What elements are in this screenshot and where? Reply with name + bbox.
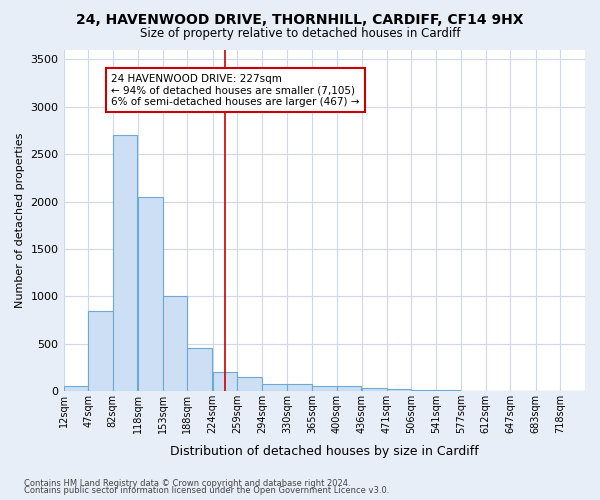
Text: Size of property relative to detached houses in Cardiff: Size of property relative to detached ho… [140,28,460,40]
Bar [163,296,187,391]
Text: Contains HM Land Registry data © Crown copyright and database right 2024.: Contains HM Land Registry data © Crown c… [24,478,350,488]
Bar [88,310,113,391]
X-axis label: Distribution of detached houses by size in Cardiff: Distribution of detached houses by size … [170,444,479,458]
Text: Contains public sector information licensed under the Open Government Licence v3: Contains public sector information licen… [24,486,389,495]
Bar [411,390,436,391]
Bar [312,386,337,391]
Bar [337,386,361,391]
Bar [436,390,460,391]
Bar [187,348,212,391]
Bar [287,384,312,391]
Bar [213,372,238,391]
Bar [362,388,386,391]
Bar [113,136,137,391]
Bar [138,197,163,391]
Text: 24 HAVENWOOD DRIVE: 227sqm
← 94% of detached houses are smaller (7,105)
6% of se: 24 HAVENWOOD DRIVE: 227sqm ← 94% of deta… [112,74,360,107]
Bar [238,377,262,391]
Bar [64,386,88,391]
Bar [262,384,287,391]
Y-axis label: Number of detached properties: Number of detached properties [15,133,25,308]
Text: 24, HAVENWOOD DRIVE, THORNHILL, CARDIFF, CF14 9HX: 24, HAVENWOOD DRIVE, THORNHILL, CARDIFF,… [76,12,524,26]
Bar [386,389,411,391]
